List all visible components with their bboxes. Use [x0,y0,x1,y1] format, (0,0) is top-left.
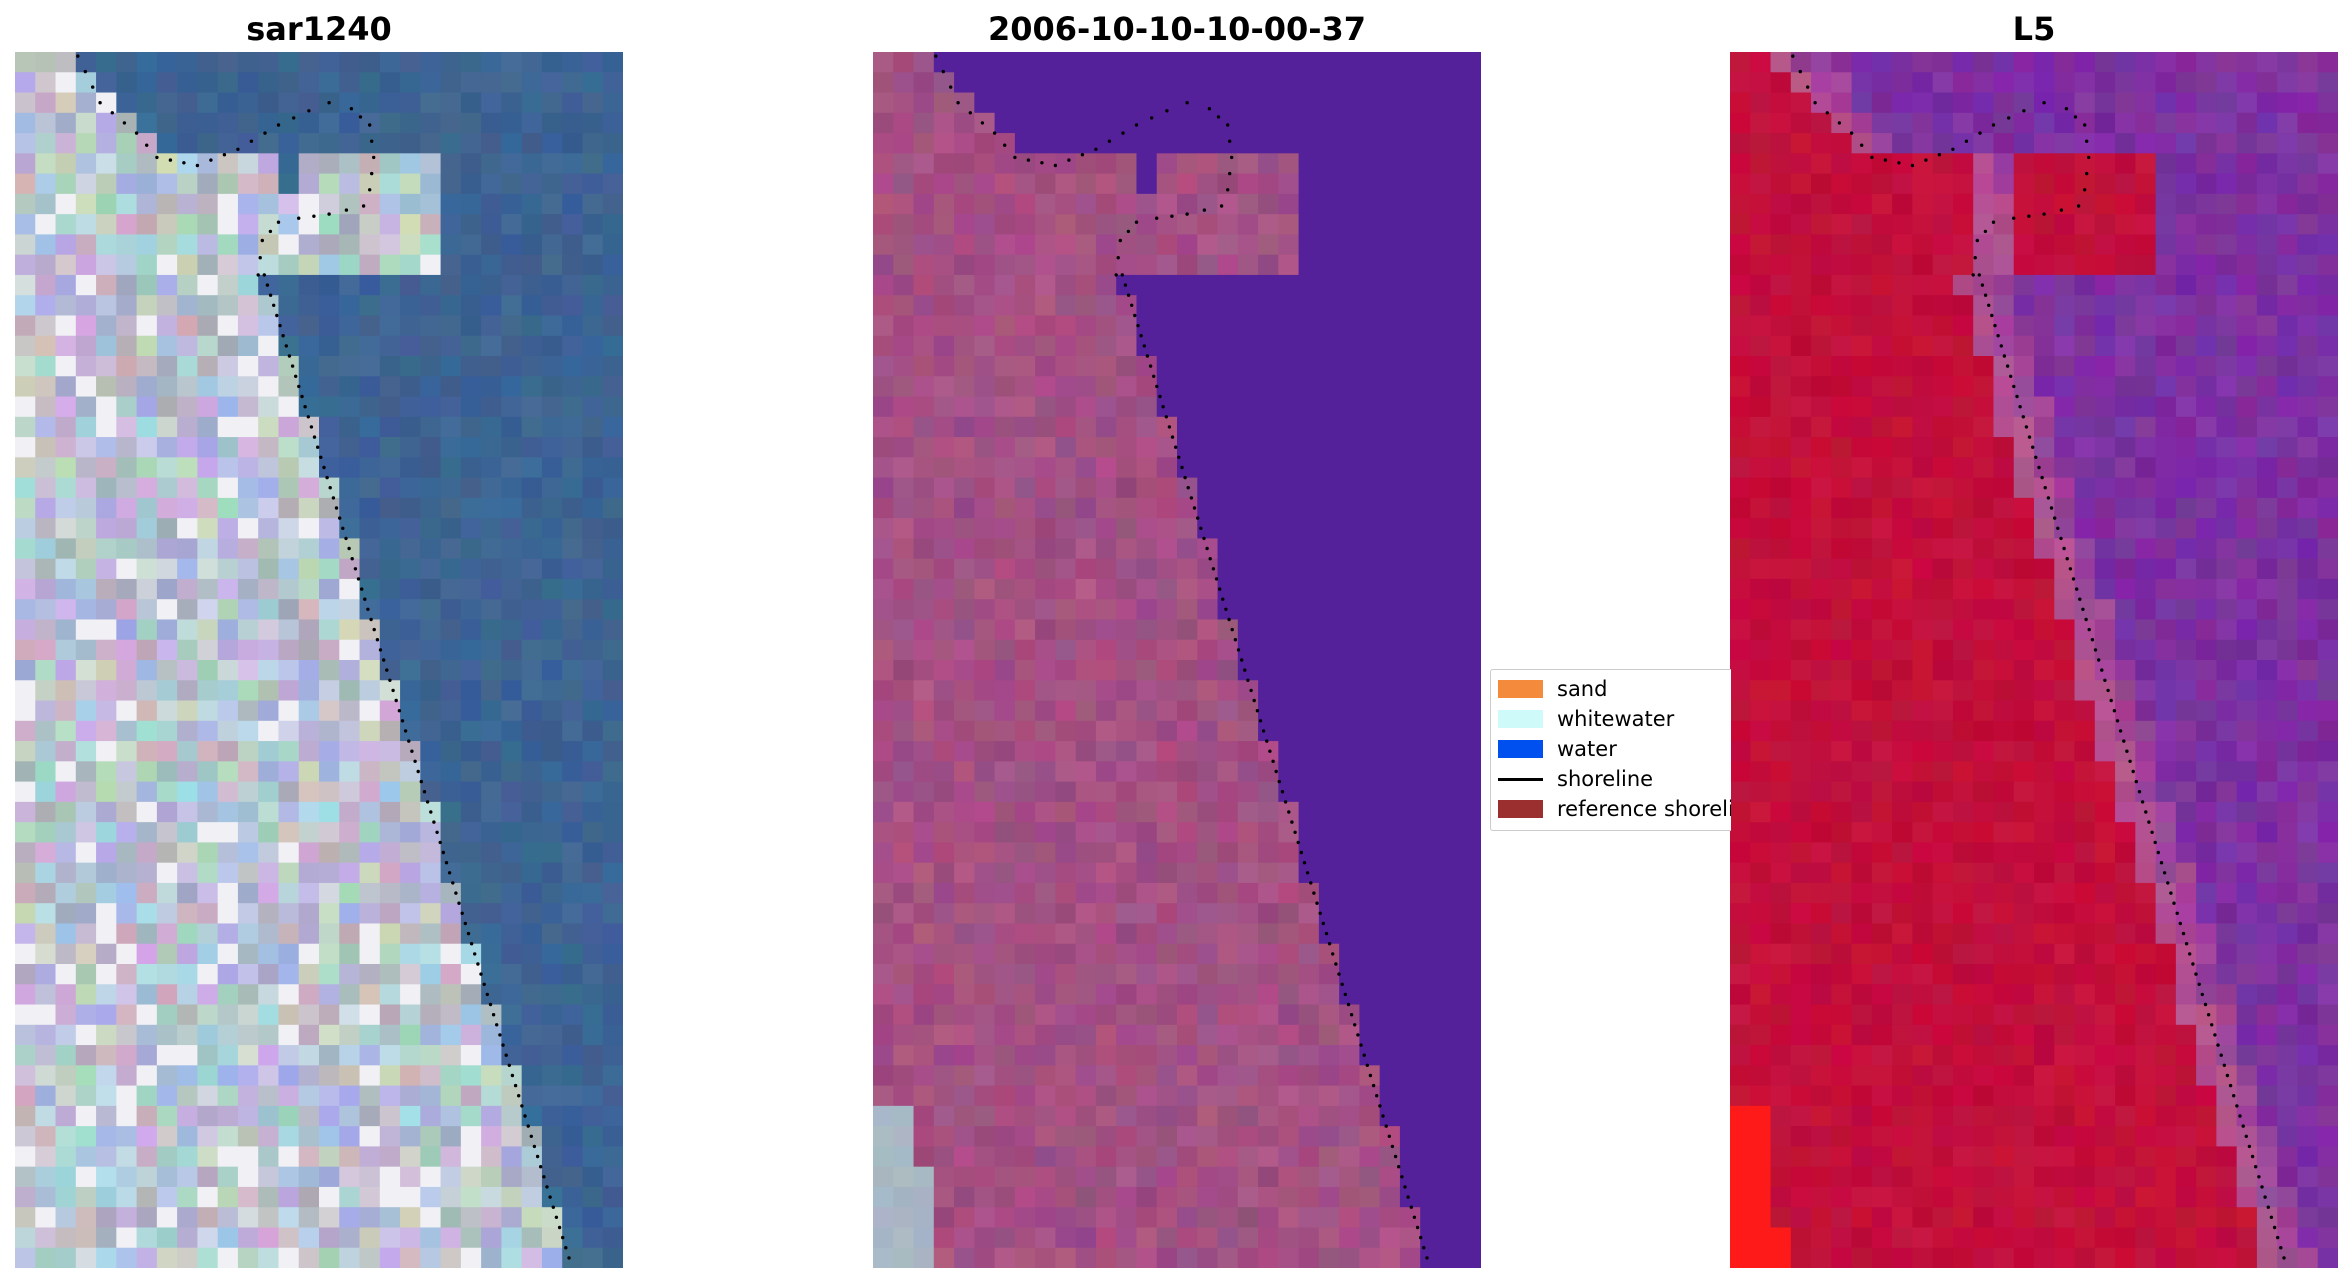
legend-label-sand: sand [1557,677,1608,701]
rgb-raster [15,52,623,1268]
legend-item-sand: sand [1491,674,1731,704]
legend-swatch-whitewater [1498,710,1543,728]
legend-label-reference-shoreline: reference shoreline [1557,797,1731,821]
ndwi-raster [1730,52,2338,1268]
classified-image-panel [873,52,1481,1268]
legend-item-shoreline: shoreline [1491,764,1731,794]
legend-item-whitewater: whitewater [1491,704,1731,734]
legend-item-water: water [1491,734,1731,764]
legend-swatch-sand [1498,680,1543,698]
panel-title-classified: 2006-10-10-10-00-37 [987,10,1367,48]
legend: sand whitewater water shoreline referenc… [1490,669,1731,831]
legend-label-whitewater: whitewater [1557,707,1675,731]
cls-raster [873,52,1481,1268]
legend-line-shoreline [1498,778,1543,781]
index-image-panel [1730,52,2338,1268]
legend-swatch-water [1498,740,1543,758]
panel-title-rgb: sar1240 [246,10,392,48]
legend-item-reference-shoreline: reference shoreline [1491,794,1731,824]
legend-label-water: water [1557,737,1617,761]
panel-title-index: L5 [2012,10,2056,48]
legend-swatch-reference-shoreline [1498,800,1543,818]
rgb-image-panel [15,52,623,1268]
legend-label-shoreline: shoreline [1557,767,1654,791]
